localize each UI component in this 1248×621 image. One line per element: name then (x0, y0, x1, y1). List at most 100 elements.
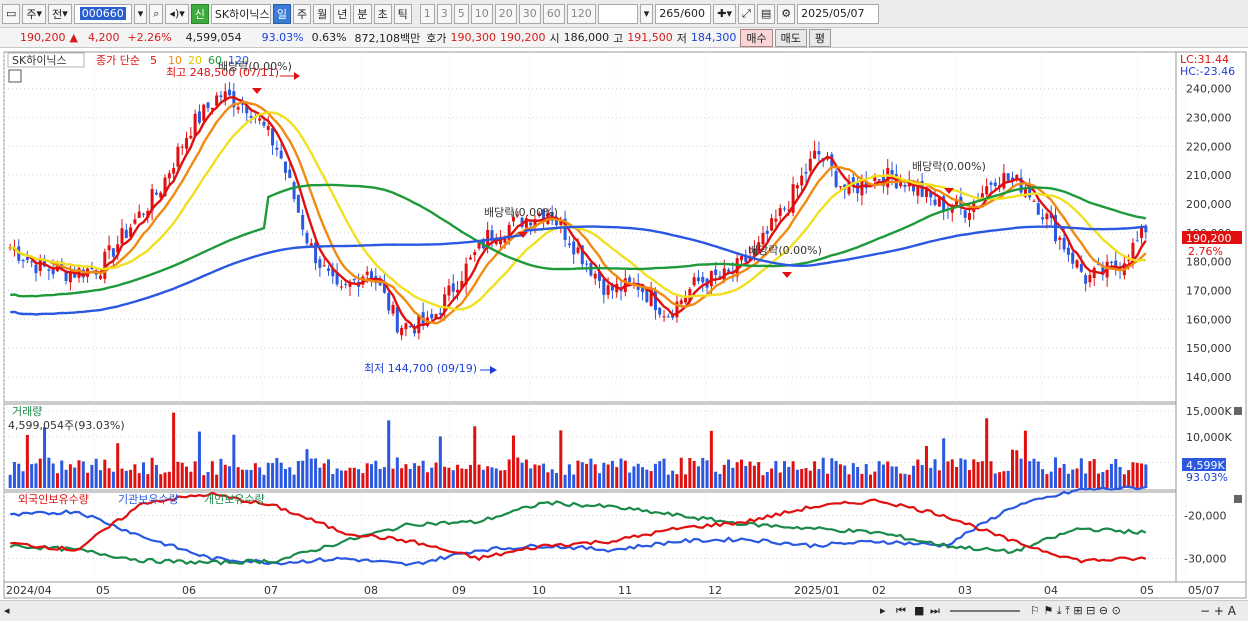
candle-body (533, 219, 537, 227)
candle-body (331, 268, 335, 277)
interval-year-button[interactable]: 년 (333, 3, 352, 24)
crosshair-icon[interactable]: ✚▾ (713, 3, 737, 24)
date-field[interactable]: 2025/05/07 (797, 3, 880, 24)
stock-code-input[interactable]: 000660 (73, 3, 132, 24)
volume-bar (206, 471, 210, 488)
stock-name-field[interactable]: SK하이닉스 (210, 3, 271, 24)
candle-body (757, 242, 761, 253)
zoom-controls-icon[interactable]: − + A (1200, 604, 1236, 618)
rewind-icon[interactable]: ⏮ (896, 604, 906, 617)
volume-bar (567, 464, 571, 488)
num-button-3[interactable]: 3 (436, 3, 452, 24)
draw-tool-icon[interactable]: ⤢ (738, 3, 755, 24)
new-badge-button[interactable]: 신 (190, 3, 209, 24)
low-marker-label: 최저 144,700 (09/19) (364, 362, 477, 375)
interval-second-button[interactable]: 초 (373, 3, 392, 24)
candle-body (511, 216, 515, 222)
candle-body (834, 171, 838, 187)
gear-icon[interactable]: ⚙ (777, 3, 796, 24)
volume-bar (447, 467, 451, 488)
volume-panel-close-icon[interactable] (1234, 407, 1242, 415)
search-icon[interactable]: ⌕ (149, 3, 164, 24)
candle-body (232, 91, 236, 108)
volume-bar (499, 470, 503, 488)
candle-body (382, 282, 386, 293)
num-button-120[interactable]: 120 (566, 3, 596, 24)
volume-bar (477, 464, 481, 488)
current-price-tag-text: 190,200 (1186, 232, 1232, 245)
period-secondary-select[interactable]: 전 ▾ (48, 3, 72, 24)
candle-body (94, 273, 98, 275)
volume-bar (219, 458, 223, 488)
candle-body (279, 150, 283, 159)
interval-minute-button[interactable]: 분 (353, 3, 372, 24)
candle-body (447, 285, 451, 296)
candle-body (193, 113, 197, 136)
zoom-slider[interactable] (950, 610, 1020, 612)
interval-month-button[interactable]: 월 (313, 3, 332, 24)
count-field[interactable]: 265/600 (655, 3, 712, 24)
volume-bar (1041, 469, 1045, 488)
num-button-60[interactable]: 60 (542, 3, 565, 24)
dividend-label-3: 배당락(0.00%) (748, 244, 822, 257)
ma-line-10 (10, 100, 1147, 325)
volume-bar (228, 466, 232, 488)
custom-period-input[interactable] (597, 3, 638, 24)
period-primary-select[interactable]: 주 ▾ (22, 3, 47, 24)
volume-bar (744, 465, 748, 488)
price-axis-tick: 210,000 (1186, 169, 1232, 182)
num-button-5[interactable]: 5 (453, 3, 469, 24)
candle-body (714, 269, 718, 276)
volume-bar (1118, 466, 1122, 488)
volume-bar (120, 468, 124, 488)
candle-body (490, 230, 494, 241)
volume-bar (684, 474, 688, 488)
volume-bar (271, 463, 275, 488)
eval-button[interactable]: 평 (808, 28, 832, 47)
ma-legend-120: 120 (228, 54, 249, 67)
dividend-arrow-4 (944, 188, 954, 194)
candle-body (21, 260, 25, 262)
volume-bar (1075, 468, 1079, 488)
num-button-30[interactable]: 30 (518, 3, 541, 24)
volume-bar (21, 471, 25, 488)
sell-button[interactable]: 매도 (774, 28, 807, 47)
volume-bar (903, 473, 907, 488)
date-axis-label: 2024/04 (6, 584, 52, 597)
volume-bar (666, 474, 670, 488)
candle-body (1045, 213, 1049, 220)
holdings-panel-close-icon[interactable] (1234, 495, 1242, 503)
volume-bar (460, 468, 464, 488)
stock-chart[interactable]: 240,000230,000220,000210,000200,000190,0… (0, 48, 1248, 600)
num-button-1[interactable]: 1 (419, 3, 435, 24)
holdings-axis-tick: -30,000 (1184, 553, 1226, 566)
volume-bar (834, 460, 838, 488)
ma-legend-text: 종가 단순 (96, 54, 140, 67)
save-icon[interactable]: ▤ (756, 3, 776, 24)
stop-icon[interactable]: ■ (914, 604, 925, 617)
interval-tick-button[interactable]: 틱 (393, 3, 412, 24)
code-dropdown-button[interactable]: ▾ (133, 3, 148, 24)
candle-body (826, 158, 830, 160)
volume-bar (524, 459, 528, 488)
num-button-10[interactable]: 10 (470, 3, 493, 24)
custom-period-dropdown[interactable]: ▾ (639, 3, 654, 24)
ma-legend-60: 60 (208, 54, 222, 67)
interval-day-button[interactable]: 일 (272, 3, 292, 24)
volume-bar (559, 430, 563, 488)
volume-bar (12, 461, 16, 488)
volume-bar (305, 449, 309, 488)
candle-body (1140, 227, 1144, 238)
buy-button[interactable]: 매수 (740, 28, 773, 47)
num-button-20[interactable]: 20 (494, 3, 517, 24)
stock-label-box[interactable] (7, 52, 85, 68)
window-icon[interactable]: ▭ (2, 3, 21, 24)
interval-week-button[interactable]: 주 (293, 3, 312, 24)
scroll-left-icon[interactable]: ◂ (4, 604, 10, 617)
calculator-icon[interactable] (8, 69, 22, 83)
sound-icon[interactable]: ◂)▾ (165, 3, 189, 24)
scroll-right-icon[interactable]: ▸ (880, 604, 886, 617)
volume-bar (619, 458, 623, 488)
forward-icon[interactable]: ⏭ (930, 604, 940, 617)
toolbar-tools-icon[interactable]: ⚐ ⚑ ⤓ ⤒ ⊞ ⊟ ⊖ ⊙ (1030, 604, 1121, 617)
